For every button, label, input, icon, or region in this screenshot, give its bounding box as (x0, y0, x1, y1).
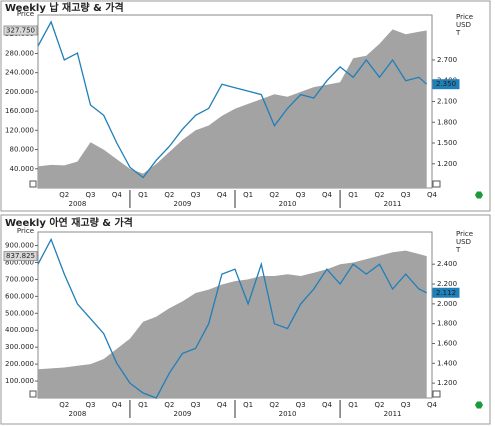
year-label: 2008 (68, 200, 86, 208)
scroll-icon (432, 390, 441, 398)
x-tick-label: Q1 (348, 401, 358, 409)
x-tick-label: Q1 (348, 191, 358, 199)
y-tick-label: 80.000 (10, 146, 35, 154)
y-axis-label: Price (17, 227, 34, 235)
y-tick-label: 200.000 (5, 360, 34, 368)
x-tick-label: Q2 (269, 191, 279, 199)
year-label: 2011 (384, 410, 402, 418)
y2-tick-label: 2.400 (437, 260, 457, 268)
y2-tick-label: 2.700 (437, 56, 457, 64)
y2-axis-label: USD (456, 21, 471, 29)
status-icon (475, 191, 483, 199)
year-label: 2010 (279, 410, 297, 418)
y-tick-label: 100.000 (5, 377, 34, 385)
x-tick-label: Q3 (191, 401, 201, 409)
value-tag (432, 79, 460, 90)
x-tick-label: Q3 (86, 401, 96, 409)
x-tick-label: Q2 (164, 191, 174, 199)
x-tick-label: Q3 (86, 191, 96, 199)
value-tag (432, 287, 460, 298)
y2-axis-label: Price (456, 13, 473, 21)
x-tick-label: Q4 (112, 401, 123, 409)
x-tick-label: Q4 (112, 191, 123, 199)
x-tick-label: Q2 (374, 191, 384, 199)
y-tick-label: 300.000 (5, 343, 34, 351)
price-line (37, 20, 428, 179)
y2-tick-label: 1.600 (437, 339, 457, 347)
x-tick-label: Q4 (427, 401, 438, 409)
status-icon (475, 401, 483, 409)
y-tick-label: 280.000 (5, 49, 34, 57)
y-axis-label: Price (17, 10, 34, 18)
year-label: 2011 (384, 200, 402, 208)
y-tick-label: 700.000 (5, 275, 34, 283)
y2-tick-label: 1.200 (437, 379, 457, 387)
y-tick-label: 240.000 (5, 69, 34, 77)
y2-tick-label: 1.400 (437, 359, 457, 367)
y-tick-label: 400.000 (5, 326, 34, 334)
chart-title: Weekly 아연 재고량 & 가격 (5, 216, 133, 229)
value-tag (3, 25, 38, 36)
x-tick-label: Q3 (296, 401, 306, 409)
x-tick-label: Q2 (374, 401, 384, 409)
x-tick-label: Q1 (138, 401, 148, 409)
y2-axis-label: T (455, 29, 461, 37)
x-tick-label: Q2 (269, 401, 279, 409)
y-tick-label: 900.000 (5, 242, 34, 250)
y2-axis-label: T (455, 246, 461, 254)
x-tick-label: Q4 (217, 401, 228, 409)
inventory-area (38, 29, 427, 189)
y-tick-label: 120.000 (5, 126, 34, 134)
year-label: 2009 (174, 200, 192, 208)
y2-tick-label: 1.500 (437, 139, 457, 147)
y-tick-label: 500.000 (5, 309, 34, 317)
year-label: 2008 (68, 410, 86, 418)
x-tick-label: Q3 (401, 401, 411, 409)
y2-tick-label: 2.200 (437, 280, 457, 288)
x-tick-label: Q2 (59, 191, 69, 199)
value-tag-label: 327.750 (6, 26, 35, 34)
value-tag-label: 2.350 (436, 80, 456, 88)
inventory-area (38, 250, 427, 398)
x-tick-label: Q2 (164, 401, 174, 409)
y-tick-label: 200.000 (5, 88, 34, 96)
y2-tick-label: 2.100 (437, 98, 457, 106)
y-tick-label: 800.000 (5, 258, 34, 266)
y2-tick-label: 1.800 (437, 118, 457, 126)
y2-tick-label: 1.200 (437, 160, 457, 168)
scroll-icon (29, 390, 37, 398)
y2-axis-label: USD (456, 238, 471, 246)
y-tick-label: 160.000 (5, 107, 34, 115)
y-tick-label: 600.000 (5, 292, 34, 300)
x-tick-label: Q1 (243, 401, 253, 409)
value-tag-label: 837.825 (6, 252, 35, 260)
year-label: 2009 (174, 410, 192, 418)
year-label: 2010 (279, 200, 297, 208)
y-tick-label: 40.000 (10, 165, 35, 173)
x-tick-label: Q4 (427, 191, 438, 199)
x-tick-label: Q2 (59, 401, 69, 409)
value-tag-label: 2.112 (436, 289, 456, 297)
x-tick-label: Q3 (296, 191, 306, 199)
y2-tick-label: 1.800 (437, 320, 457, 328)
x-tick-label: Q1 (138, 191, 148, 199)
price-line (37, 237, 427, 399)
x-tick-label: Q1 (243, 191, 253, 199)
x-tick-label: Q4 (217, 191, 228, 199)
x-tick-label: Q3 (191, 191, 201, 199)
y2-axis-label: Price (456, 230, 473, 238)
x-tick-label: Q4 (322, 401, 333, 409)
chart-title: Weekly 납 재고량 & 가격 (5, 1, 124, 14)
value-tag (3, 251, 38, 262)
x-tick-label: Q4 (322, 191, 333, 199)
scroll-icon (432, 180, 441, 188)
y2-tick-label: 2.000 (437, 300, 457, 308)
x-tick-label: Q3 (401, 191, 411, 199)
scroll-icon (29, 180, 37, 188)
